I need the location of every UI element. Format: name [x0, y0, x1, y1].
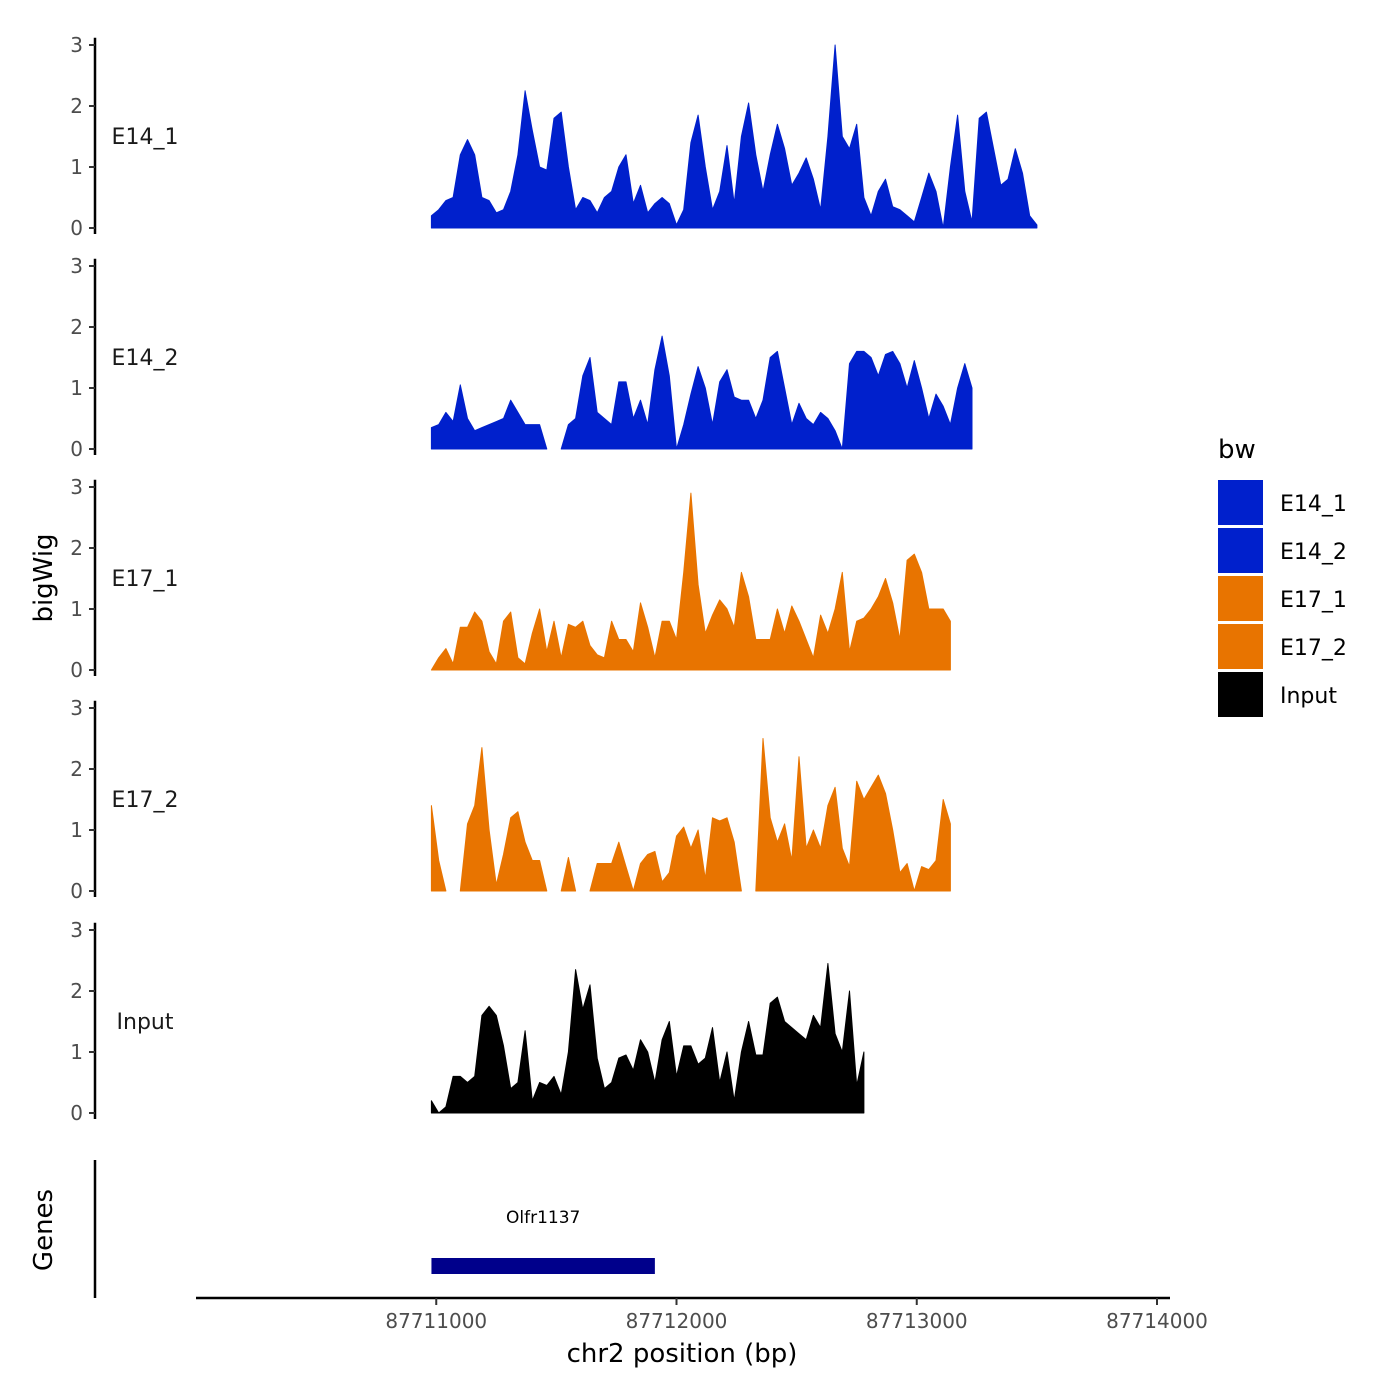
y-tick-label: 3 [70, 254, 83, 278]
legend-label: E17_2 [1280, 636, 1347, 661]
signal-area [430, 805, 447, 892]
track-label: E14_1 [112, 125, 179, 150]
y-tick-label: 2 [70, 315, 83, 339]
legend-swatch [1218, 624, 1263, 669]
y-tick-label: 0 [70, 216, 83, 240]
gene-body [431, 1258, 655, 1274]
legend-swatch [1218, 672, 1263, 717]
legend-swatch [1218, 576, 1263, 621]
y-tick-label: 3 [70, 33, 83, 57]
y-tick-label: 2 [70, 979, 83, 1003]
y-tick-label: 0 [70, 437, 83, 461]
gene-panel: Olfr1137 [93, 1160, 655, 1298]
y-tick-label: 0 [70, 1101, 83, 1125]
legend-label: E14_2 [1280, 540, 1347, 565]
signal-area [430, 384, 548, 450]
y-tick-label: 1 [70, 155, 83, 179]
y-tick-label: 3 [70, 696, 83, 720]
track-e14-2: 0 1 2 3 E14_2 [70, 254, 973, 461]
x-tick-label: 87711000 [385, 1309, 487, 1333]
y-axis-title: bigWig [29, 533, 59, 622]
signal-area [459, 747, 548, 892]
y-tick-label: 0 [70, 879, 83, 903]
signal-area [430, 492, 951, 671]
legend-swatch [1218, 528, 1263, 573]
signal-area [430, 963, 865, 1114]
track-input: 0 1 2 3 Input [70, 918, 865, 1125]
legend-label: E17_1 [1280, 588, 1347, 613]
track-label: E14_2 [112, 346, 179, 371]
signal-area [560, 857, 577, 892]
x-axis: 87711000 87712000 87713000 87714000 [196, 1296, 1208, 1333]
legend-swatch [1218, 480, 1263, 525]
y-tick-label: 1 [70, 376, 83, 400]
legend-label: E14_1 [1280, 492, 1347, 517]
x-axis-title: chr2 position (bp) [567, 1339, 798, 1369]
x-tick-label: 87714000 [1106, 1309, 1208, 1333]
legend: bw E14_1 E14_2 E17_1 E17_2 Input [1218, 435, 1347, 717]
y-tick-label: 3 [70, 475, 83, 499]
x-tick-label: 87713000 [866, 1309, 968, 1333]
y-tick-label: 1 [70, 597, 83, 621]
signal-area [430, 44, 1038, 229]
track-e17-1: 0 1 2 3 E17_1 [70, 475, 951, 682]
legend-label: Input [1280, 684, 1337, 709]
track-e14-1: 0 1 2 3 E14_1 [70, 33, 1038, 240]
y-tick-label: 1 [70, 818, 83, 842]
y-tick-label: 1 [70, 1040, 83, 1064]
y-tick-label: 2 [70, 757, 83, 781]
track-label: Input [117, 1010, 174, 1035]
track-e17-2: 0 1 2 3 E17_2 [70, 696, 951, 903]
tracks-group: 0 1 2 3 E14_1 0 1 2 3 E14_2 0 1 2 3 E17_1 0 1 2 3 E17_2 0 1 2 3… [70, 33, 1038, 1125]
signal-area [589, 817, 742, 892]
y-tick-label: 2 [70, 536, 83, 560]
genes-axis-title: Genes [29, 1189, 59, 1271]
y-tick-label: 3 [70, 918, 83, 942]
signal-area [560, 335, 973, 450]
track-label: E17_2 [112, 788, 179, 813]
legend-title: bw [1218, 435, 1256, 465]
gene-label: Olfr1137 [506, 1208, 580, 1228]
y-tick-label: 0 [70, 658, 83, 682]
track-label: E17_1 [112, 567, 179, 592]
y-tick-label: 2 [70, 94, 83, 118]
signal-area [755, 738, 951, 892]
x-tick-label: 87712000 [626, 1309, 728, 1333]
